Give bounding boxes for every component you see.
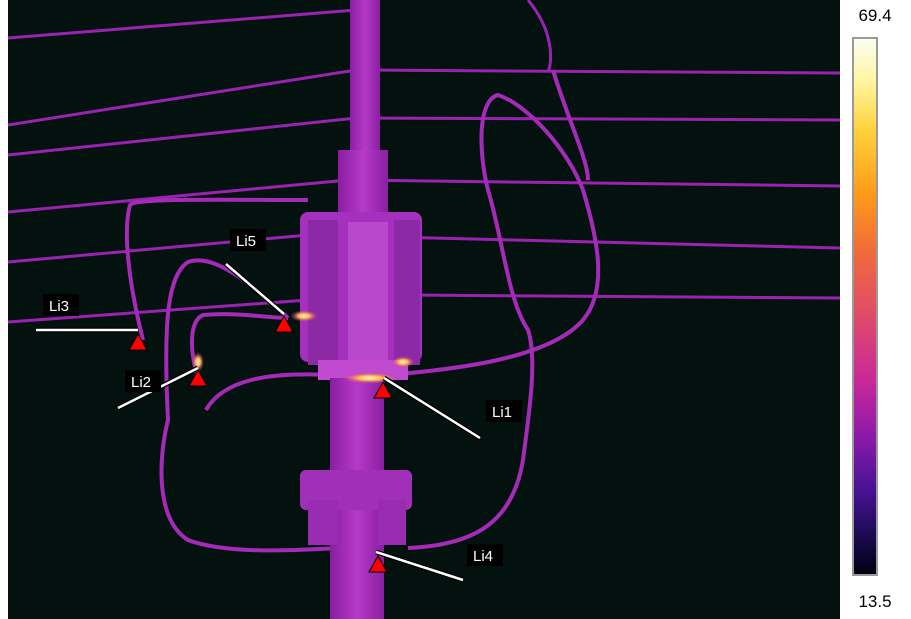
- jumper-cable: [551, 69, 590, 181]
- label-li3: Li3: [49, 298, 69, 315]
- marker-li2-icon: [188, 368, 208, 387]
- jumper-cables: [124, 69, 601, 553]
- label-li5: Li5: [236, 233, 256, 250]
- markers: [128, 314, 393, 573]
- hot-spot: [391, 356, 415, 368]
- scale-min-value: 13.5: [858, 592, 892, 611]
- label-li2: Li2: [131, 374, 151, 391]
- jumper-cable: [190, 312, 289, 379]
- label-li1: Li1: [492, 404, 512, 421]
- line-labels: Li1 Li2 Li3 Li4 Li5: [43, 229, 522, 566]
- jumper-cable: [387, 92, 601, 550]
- power-line: [8, 298, 309, 324]
- marker-li4-icon: [368, 554, 388, 573]
- scale-max-value: 69.4: [858, 6, 892, 25]
- jumper-cable: [204, 372, 329, 412]
- power-line: [407, 293, 840, 300]
- marker-li3-icon: [128, 332, 148, 351]
- temperature-colorbar: [852, 37, 878, 576]
- jumper-cable: [159, 258, 339, 553]
- jumper-cable: [124, 197, 309, 341]
- hot-spot: [290, 310, 318, 322]
- thermal-background: [8, 0, 840, 619]
- marker-li1-icon: [373, 380, 393, 399]
- power-line: [8, 8, 357, 40]
- power-line: [526, 0, 553, 73]
- thermal-image: Li1 Li2 Li3 Li4 Li5: [8, 0, 840, 619]
- marker-li5-icon: [274, 314, 294, 333]
- utility-pole: [300, 0, 422, 619]
- label-li4: Li4: [473, 548, 493, 565]
